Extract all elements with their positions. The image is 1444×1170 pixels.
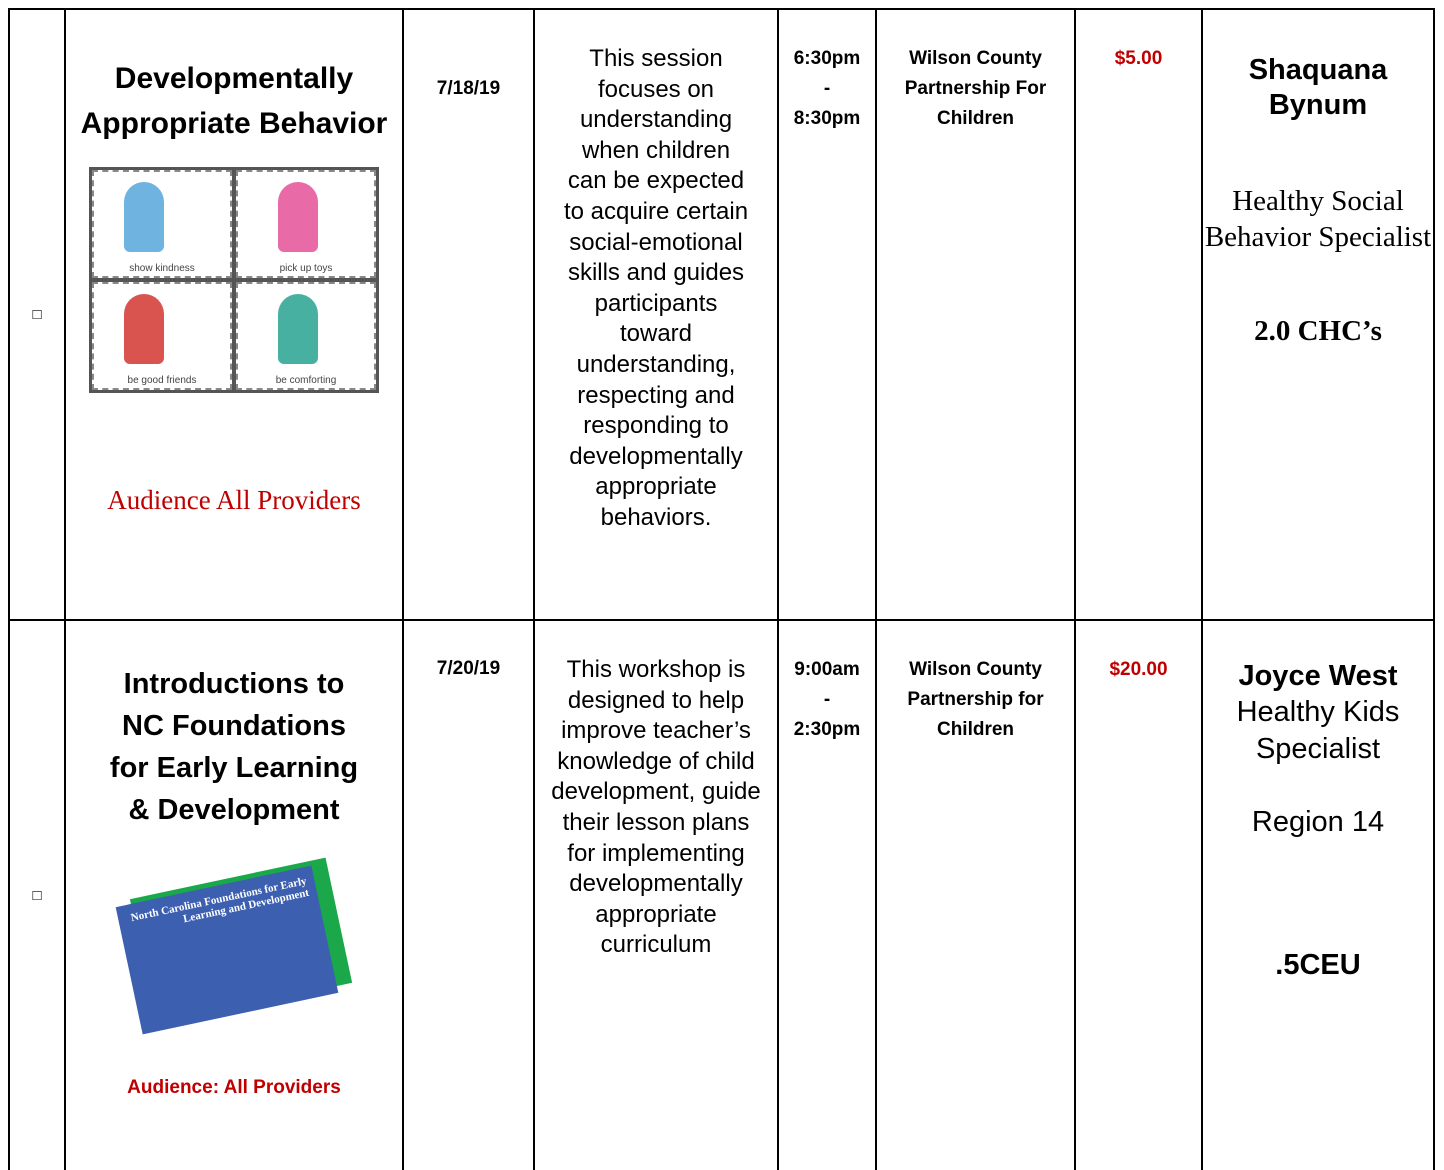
image-caption: be comforting — [275, 375, 337, 386]
time: 6:30pm - 8:30pm — [779, 44, 875, 134]
audience: Audience: All Providers — [127, 1077, 341, 1098]
location: Wilson County Partnership For Children — [904, 48, 1047, 129]
time-sep: - — [823, 78, 831, 99]
checkbox[interactable]: □ — [8, 619, 66, 1170]
time-sep: - — [823, 689, 831, 710]
image-caption: pick up toys — [279, 263, 333, 274]
title-cell: Introductions to NC Foundations for Earl… — [64, 619, 404, 1170]
session-title: Developmentally Appropriate Behavior — [80, 62, 388, 140]
book-cover-text: North Carolina Foundations for Early Lea… — [115, 865, 339, 1035]
time-end: 8:30pm — [793, 108, 861, 129]
image-panel: show kindness — [92, 170, 232, 278]
schedule-table: □ Developmentally Appropriate Behavior s… — [8, 8, 1435, 1170]
presenter-role: Healthy Social Behavior Specialist — [1204, 185, 1432, 253]
session-row: □ Introductions to NC Foundations for Ea… — [8, 619, 1435, 1170]
image-panel: be comforting — [236, 282, 376, 390]
location: Wilson County Partnership for Children — [907, 659, 1044, 740]
image-panel: be good friends — [92, 282, 232, 390]
description: This session focuses on understanding wh… — [563, 45, 749, 531]
region: Region 14 — [1251, 806, 1385, 838]
session-row: □ Developmentally Appropriate Behavior s… — [8, 8, 1435, 621]
presenter: Joyce West — [1238, 660, 1398, 692]
date: 7/20/19 — [436, 658, 501, 679]
credits: .5CEU — [1275, 949, 1361, 981]
book-image: North Carolina Foundations for Early Lea… — [115, 857, 353, 1035]
presenter-role: Healthy Kids Specialist — [1236, 696, 1400, 765]
credits: 2.0 CHC’s — [1254, 315, 1382, 347]
time: 9:00am - 2:30pm — [779, 655, 875, 745]
checkbox[interactable]: □ — [8, 8, 66, 621]
time-start: 6:30pm — [793, 48, 861, 69]
description: This workshop is designed to help improv… — [551, 656, 761, 959]
price: $5.00 — [1114, 48, 1163, 69]
image-caption: be good friends — [127, 375, 197, 386]
image-caption: show kindness — [129, 263, 195, 274]
date: 7/18/19 — [436, 78, 501, 99]
time-start: 9:00am — [794, 659, 860, 680]
title-cell: Developmentally Appropriate Behavior sho… — [64, 8, 404, 621]
behavior-image: show kindness pick up toys be good frien… — [89, 167, 379, 393]
session-title: Introductions to NC Foundations for Earl… — [109, 668, 359, 826]
time-end: 2:30pm — [793, 719, 861, 740]
presenter: Shaquana Bynum — [1248, 54, 1388, 121]
image-panel: pick up toys — [236, 170, 376, 278]
audience: Audience All Providers — [107, 485, 361, 515]
price: $20.00 — [1109, 659, 1168, 680]
